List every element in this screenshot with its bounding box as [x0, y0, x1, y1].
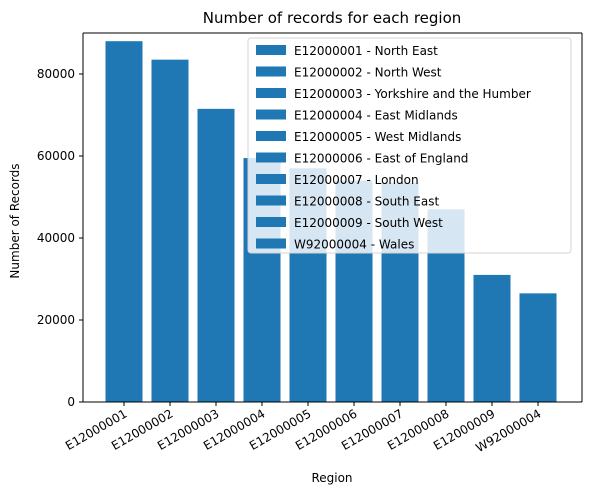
y-axis-label: Number of Records	[8, 163, 22, 278]
legend-swatch	[256, 131, 286, 141]
y-tick-label: 0	[67, 395, 75, 409]
bar-e12000009	[474, 275, 511, 402]
legend-entry: E12000005 - West Midlands	[294, 130, 461, 144]
y-tick-label: 40000	[37, 231, 75, 245]
legend-entry: E12000008 - South East	[294, 195, 439, 209]
chart-title: Number of records for each region	[203, 9, 462, 27]
legend-entry: E12000007 - London	[294, 173, 419, 187]
legend-entry: E12000003 - Yorkshire and the Humber	[294, 87, 531, 101]
legend-swatch	[256, 110, 286, 120]
legend-entry: E12000009 - South West	[294, 216, 443, 230]
legend-swatch	[256, 88, 286, 98]
legend: E12000001 - North East E12000002 - North …	[248, 38, 571, 253]
y-tick-label: 20000	[37, 313, 75, 327]
legend-entry: E12000006 - East of England	[294, 152, 468, 166]
y-tick-label: 80000	[37, 67, 75, 81]
y-tick-label: 60000	[37, 149, 75, 163]
legend-entry: E12000002 - North West	[294, 66, 442, 80]
legend-swatch	[256, 45, 286, 55]
legend-swatch	[256, 174, 286, 184]
legend-entry: E12000004 - East Midlands	[294, 109, 458, 123]
bar-e12000001	[106, 41, 143, 402]
bar-w92000004	[520, 293, 557, 402]
legend-swatch	[256, 67, 286, 77]
legend-swatch	[256, 153, 286, 163]
bar-e12000003	[198, 109, 235, 402]
bar-e12000002	[152, 60, 189, 402]
legend-entry: E12000001 - North East	[294, 44, 438, 58]
legend-swatch	[256, 196, 286, 206]
legend-swatch	[256, 239, 286, 249]
legend-swatch	[256, 217, 286, 227]
x-axis-label: Region	[311, 471, 352, 485]
legend-entry: W92000004 - Wales	[294, 238, 414, 252]
